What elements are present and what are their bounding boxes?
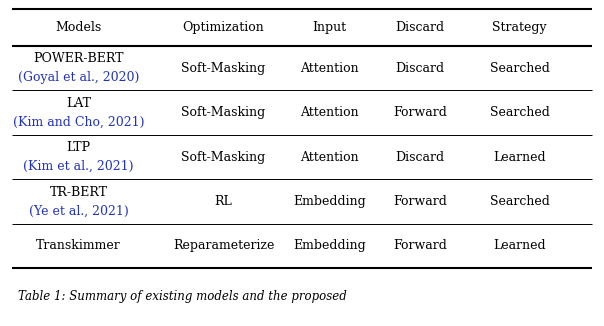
Text: Models: Models (56, 21, 101, 34)
Text: Soft-Masking: Soft-Masking (181, 62, 266, 75)
Text: Searched: Searched (489, 195, 550, 208)
Text: Input: Input (312, 21, 346, 34)
Text: Learned: Learned (493, 240, 546, 253)
Text: Embedding: Embedding (293, 195, 365, 208)
Text: Learned: Learned (493, 151, 546, 164)
Text: Discard: Discard (395, 151, 445, 164)
Text: Soft-Masking: Soft-Masking (181, 106, 266, 119)
Text: (Ye et al., 2021): (Ye et al., 2021) (28, 204, 129, 217)
Text: (Goyal et al., 2020): (Goyal et al., 2020) (18, 71, 139, 84)
Text: Embedding: Embedding (293, 240, 365, 253)
Text: Strategy: Strategy (492, 21, 547, 34)
Text: Discard: Discard (395, 21, 445, 34)
Text: Soft-Masking: Soft-Masking (181, 151, 266, 164)
Text: LAT: LAT (66, 96, 91, 110)
Text: POWER-BERT: POWER-BERT (33, 52, 124, 65)
Text: (Kim et al., 2021): (Kim et al., 2021) (24, 160, 133, 173)
Text: Optimization: Optimization (182, 21, 265, 34)
Text: Forward: Forward (393, 195, 447, 208)
Text: Searched: Searched (489, 106, 550, 119)
Text: Attention: Attention (300, 62, 359, 75)
Text: (Kim and Cho, 2021): (Kim and Cho, 2021) (13, 116, 144, 128)
Text: Forward: Forward (393, 106, 447, 119)
Text: Discard: Discard (395, 62, 445, 75)
Text: LTP: LTP (66, 141, 91, 154)
Text: Transkimmer: Transkimmer (36, 240, 121, 253)
Text: RL: RL (214, 195, 233, 208)
Text: Forward: Forward (393, 240, 447, 253)
Text: Attention: Attention (300, 106, 359, 119)
Text: Attention: Attention (300, 151, 359, 164)
Text: Reparameterize: Reparameterize (173, 240, 274, 253)
Text: Searched: Searched (489, 62, 550, 75)
Text: TR-BERT: TR-BERT (50, 185, 108, 199)
Text: Table 1: Summary of existing models and the proposed: Table 1: Summary of existing models and … (18, 290, 347, 303)
